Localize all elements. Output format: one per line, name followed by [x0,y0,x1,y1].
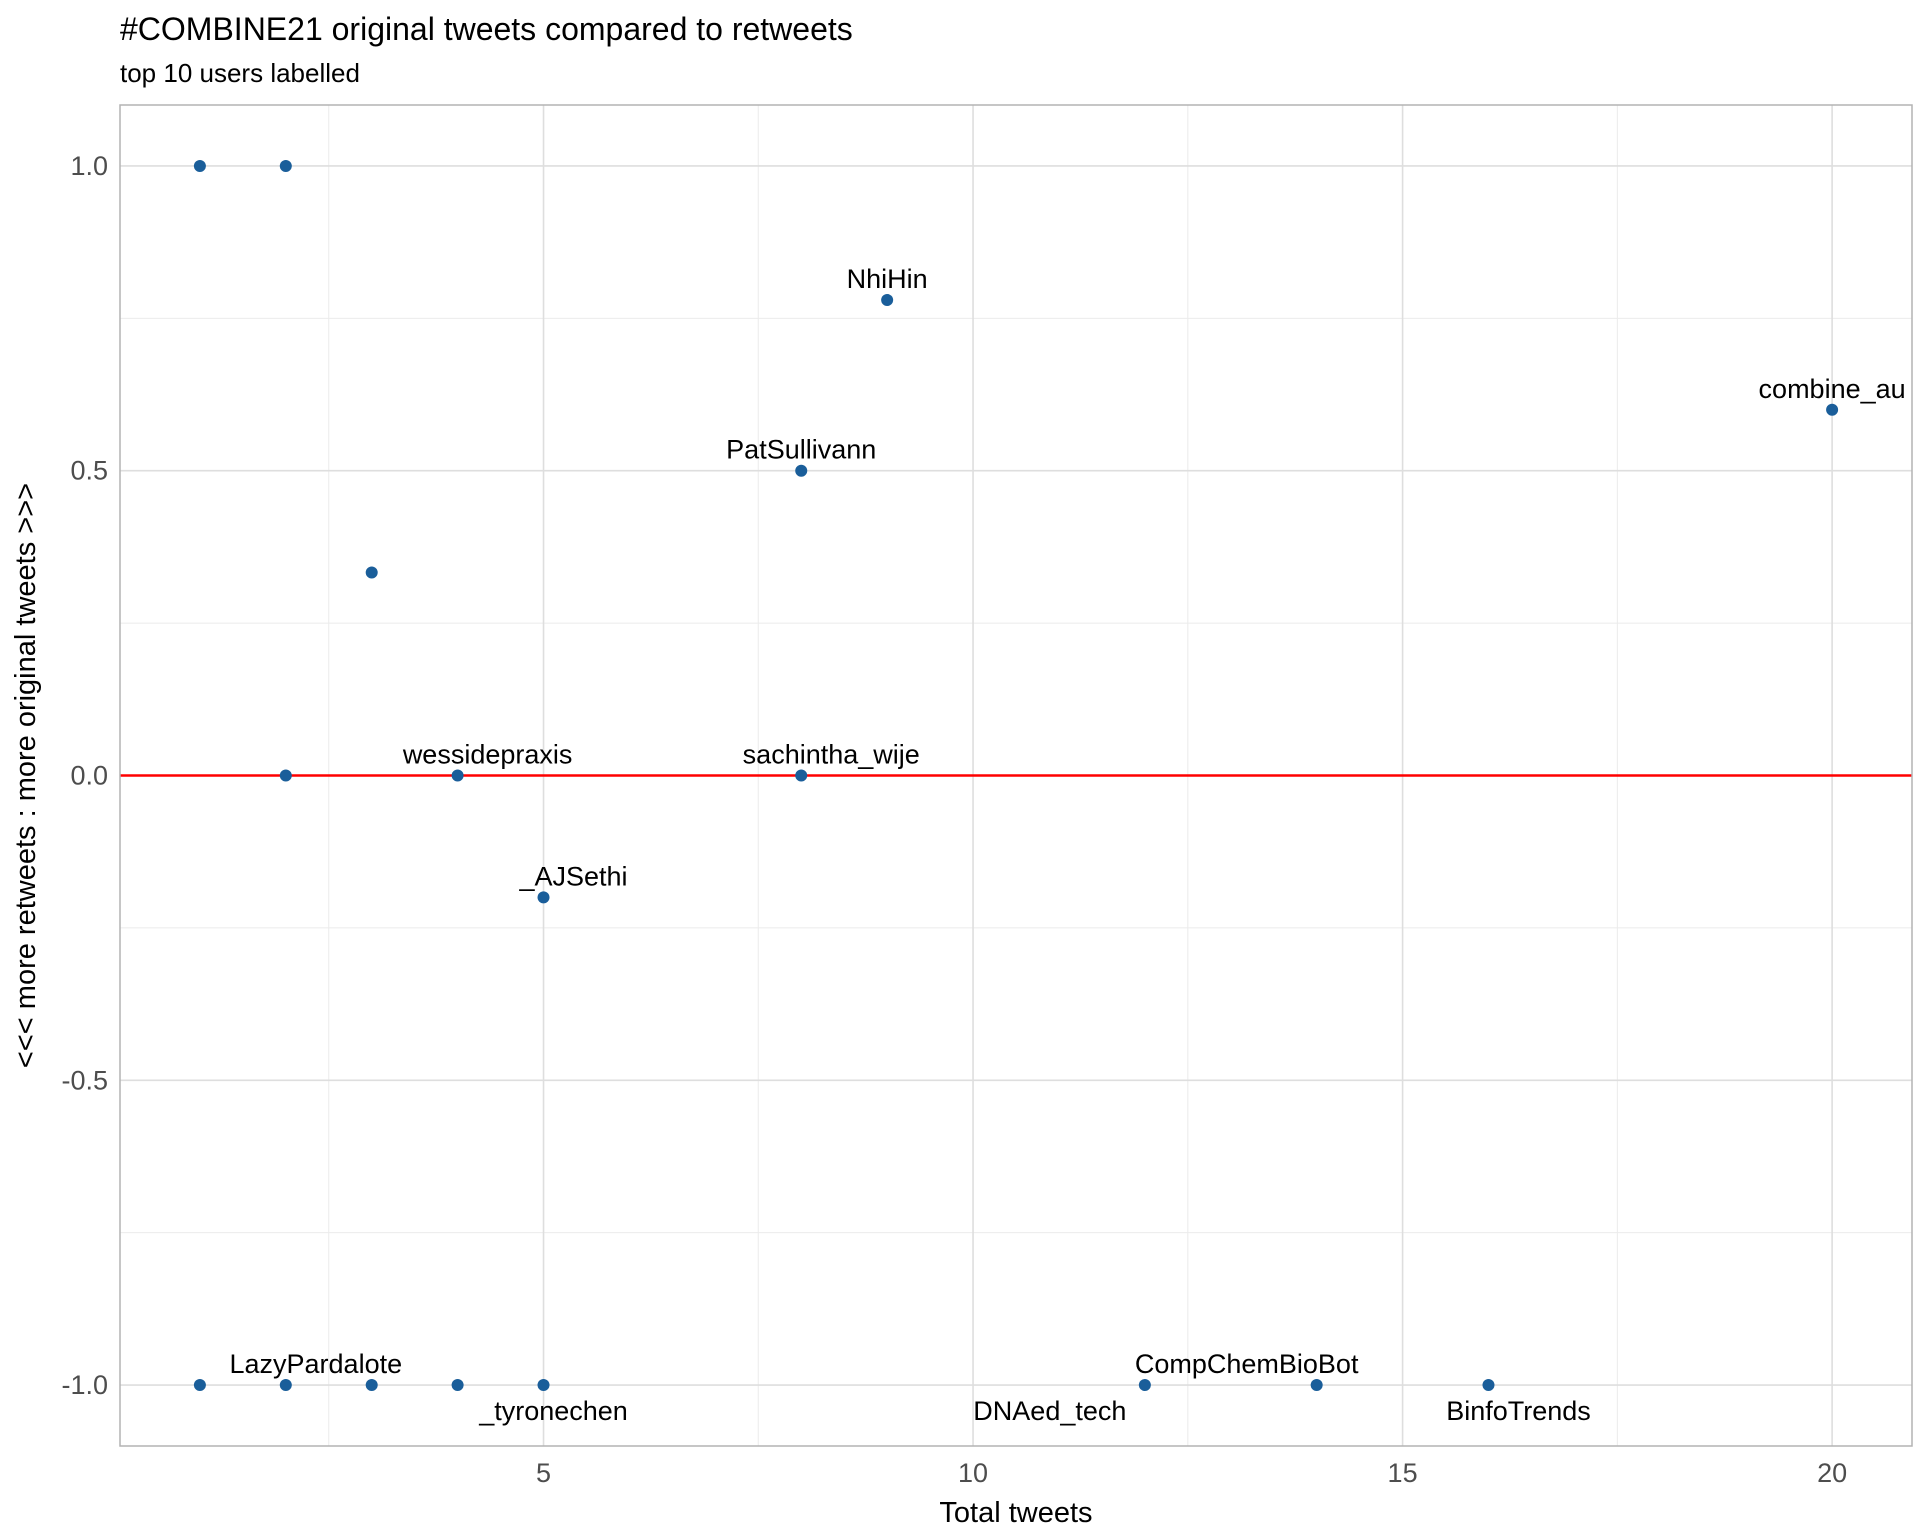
y-axis-ticks: -1.0 -0.5 0.0 0.5 1.0 [61,151,108,1400]
data-point [279,1379,292,1392]
data-point [451,1379,464,1392]
data-point [1138,1379,1151,1392]
data-point [1310,1379,1323,1392]
point-label: _AJSethi [518,861,627,891]
data-point [451,769,464,782]
data-point [795,464,808,477]
data-point [193,159,206,172]
x-tick-label: 10 [958,1458,988,1488]
point-labels: NhiHin combine_au PatSullivann wessidepraxi… [229,264,1905,1426]
y-tick-label: -1.0 [61,1370,108,1400]
point-label: LazyPardalote [229,1349,402,1379]
data-point [881,294,894,307]
x-axis-title: Total tweets [939,1497,1092,1529]
y-tick-label: -0.5 [61,1065,108,1095]
point-label: BinfoTrends [1446,1396,1591,1426]
y-tick-label: 1.0 [70,151,108,181]
data-point [1482,1379,1495,1392]
x-axis-ticks: 5 10 15 20 [536,1458,1847,1488]
data-points [193,159,1839,1392]
chart-title: #COMBINE21 original tweets compared to r… [120,11,853,47]
point-label: wessidepraxis [402,740,573,770]
plot-panel-border [119,104,1913,1447]
data-point [279,769,292,782]
point-label: PatSullivann [726,435,876,465]
point-label: combine_au [1759,374,1906,404]
x-tick-label: 5 [536,1458,551,1488]
point-label: CompChemBioBot [1135,1349,1359,1379]
point-label: sachintha_wije [743,740,920,770]
x-tick-label: 20 [1817,1458,1847,1488]
data-point [365,566,378,579]
data-point [365,1379,378,1392]
point-label: NhiHin [847,264,928,294]
data-point [193,1379,206,1392]
point-label: _tyronechen [478,1396,628,1426]
data-point [795,769,808,782]
data-point [537,1379,550,1392]
y-axis-title: <<< more retweets : more original tweets… [10,483,42,1068]
point-label: DNAed_tech [973,1396,1126,1426]
x-tick-label: 15 [1388,1458,1418,1488]
chart-subtitle: top 10 users labelled [120,58,360,88]
data-point [537,891,550,904]
y-tick-label: 0.0 [70,761,108,791]
data-point [1826,403,1839,416]
data-point [279,159,292,172]
y-tick-label: 0.5 [70,456,108,486]
minor-gridlines [120,105,1912,1446]
